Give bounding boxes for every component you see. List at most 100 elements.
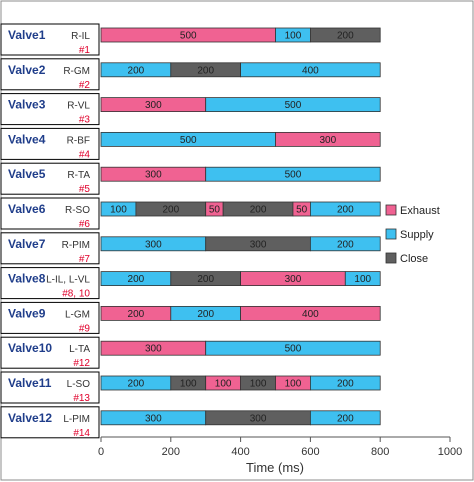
row-label-box (0, 267, 100, 300)
row-label-box (0, 162, 100, 195)
bar-segment-value: 200 (197, 274, 214, 285)
bar-segment-supply (309, 375, 381, 391)
bar-segment-value: 100 (110, 205, 127, 216)
bar-segment-value: 300 (145, 100, 162, 111)
bar-segment-value: 500 (285, 100, 302, 111)
muscle-label: R-IL (71, 31, 90, 42)
bar-segment-value: 200 (128, 65, 145, 76)
muscle-label: R-TA (67, 170, 90, 181)
valve-name: Valve10 (8, 341, 52, 355)
bar-segment-value: 400 (302, 65, 319, 76)
row-label-box (0, 58, 100, 91)
row-label-box (0, 301, 100, 334)
bar-segment-value: 500 (285, 170, 302, 181)
bar-segment-value: 200 (128, 274, 145, 285)
bar-segment-supply (205, 97, 381, 112)
bar-segment-value: 200 (197, 309, 214, 320)
legend-swatch-exhaust (385, 204, 397, 216)
bar-segment-value: 100 (354, 274, 371, 285)
muscle-label: L-IL, L-VL (46, 275, 90, 286)
valve-name: Valve3 (8, 98, 46, 112)
bar-segment-value: 300 (145, 239, 162, 250)
bar-segment-value: 50 (209, 205, 221, 216)
row-label-box (0, 232, 100, 265)
bar-segment-close (309, 27, 381, 43)
muscle-number: #8, 10 (62, 289, 90, 300)
bar-segment-value: 100 (285, 31, 302, 42)
muscle-number: #14 (73, 428, 90, 439)
bar-segment-value: 300 (145, 170, 162, 181)
bar-segment-value: 200 (128, 379, 145, 390)
row-label-box (0, 127, 100, 160)
bar-segment-value: 300 (145, 344, 162, 355)
bar-segment-value: 200 (337, 239, 354, 250)
row-label-box (0, 197, 100, 230)
valve-name: Valve6 (8, 202, 46, 216)
x-tick-label: 400 (231, 446, 249, 458)
muscle-number: #13 (73, 393, 90, 404)
legend-swatch-close (385, 252, 397, 264)
valve-name: Valve5 (8, 167, 46, 181)
muscle-label: R-PIM (62, 240, 90, 251)
x-axis-title: Time (ms) (246, 460, 304, 475)
muscle-number: #6 (79, 219, 91, 230)
row-label-box (0, 93, 100, 126)
bar-segment-value: 500 (180, 135, 197, 146)
bar-segment-value: 400 (302, 309, 319, 320)
muscle-label: L-TA (69, 344, 90, 355)
bar-segment-value: 200 (337, 379, 354, 390)
muscle-label: L-PIM (63, 414, 90, 425)
row-labels: Valve1 R-IL #1 Valve2 R-GM #2 Valve3 R-VL #3 Valv… (0, 23, 100, 439)
muscle-label: R-BF (67, 135, 90, 146)
bar-segment-supply (205, 340, 381, 356)
muscle-label: R-GM (63, 66, 90, 77)
x-tick-label: 200 (162, 446, 180, 458)
valve-name: Valve11 (8, 376, 52, 390)
valve-name: Valve4 (8, 132, 46, 146)
muscle-number: #3 (79, 115, 91, 126)
valve-name: Valve9 (8, 306, 46, 320)
x-tick-label: 0 (98, 446, 104, 458)
bar-segment-value: 300 (145, 413, 162, 424)
legend-swatch-supply (385, 228, 397, 240)
bar-segment-supply (309, 236, 381, 252)
bar-segment-value: 200 (128, 309, 145, 320)
bar-segment-value: 100 (180, 379, 197, 390)
x-tick-label: 600 (301, 446, 319, 458)
x-axis: 0 200 400 600 800 1000 Time (ms) (98, 436, 462, 475)
bar-segment-value: 200 (337, 413, 354, 424)
bar-segment-value: 300 (285, 274, 302, 285)
bar-segment-value: 200 (337, 205, 354, 216)
valve-name: Valve2 (8, 63, 46, 77)
x-ticks: 0 200 400 600 800 1000 (98, 437, 462, 458)
bar-segment-value: 200 (162, 205, 179, 216)
bar-segment-value: 200 (250, 205, 267, 216)
bar-segment-value: 200 (197, 65, 214, 76)
row-label-box (0, 23, 100, 56)
bar-segment-value: 50 (296, 205, 308, 216)
muscle-label: L-GM (65, 309, 90, 320)
bar-segment-exhaust (240, 305, 381, 321)
legend-label: Close (400, 253, 428, 265)
bar-segment-value: 100 (250, 379, 267, 390)
valve-name: Valve8 (8, 272, 46, 286)
muscle-label: R-SO (65, 205, 90, 216)
muscle-number: #4 (79, 149, 91, 160)
legend-label: Supply (400, 229, 434, 241)
valve-name: Valve7 (8, 237, 46, 251)
row-label-box (0, 336, 100, 369)
muscle-number: #9 (79, 323, 91, 334)
row-label-box (0, 371, 100, 404)
muscle-label: R-VL (67, 101, 90, 112)
legend: Exhaust Supply Close (385, 204, 440, 265)
muscle-number: #1 (79, 45, 91, 56)
x-tick-label: 1000 (438, 446, 462, 458)
muscle-number: #2 (79, 80, 91, 91)
muscle-number: #5 (79, 184, 91, 195)
muscle-label: L-SO (67, 379, 91, 390)
bar-segment-supply (205, 166, 381, 182)
bar-segment-value: 500 (180, 31, 197, 42)
legend-label: Exhaust (400, 205, 440, 217)
valve-name: Valve12 (8, 411, 52, 425)
